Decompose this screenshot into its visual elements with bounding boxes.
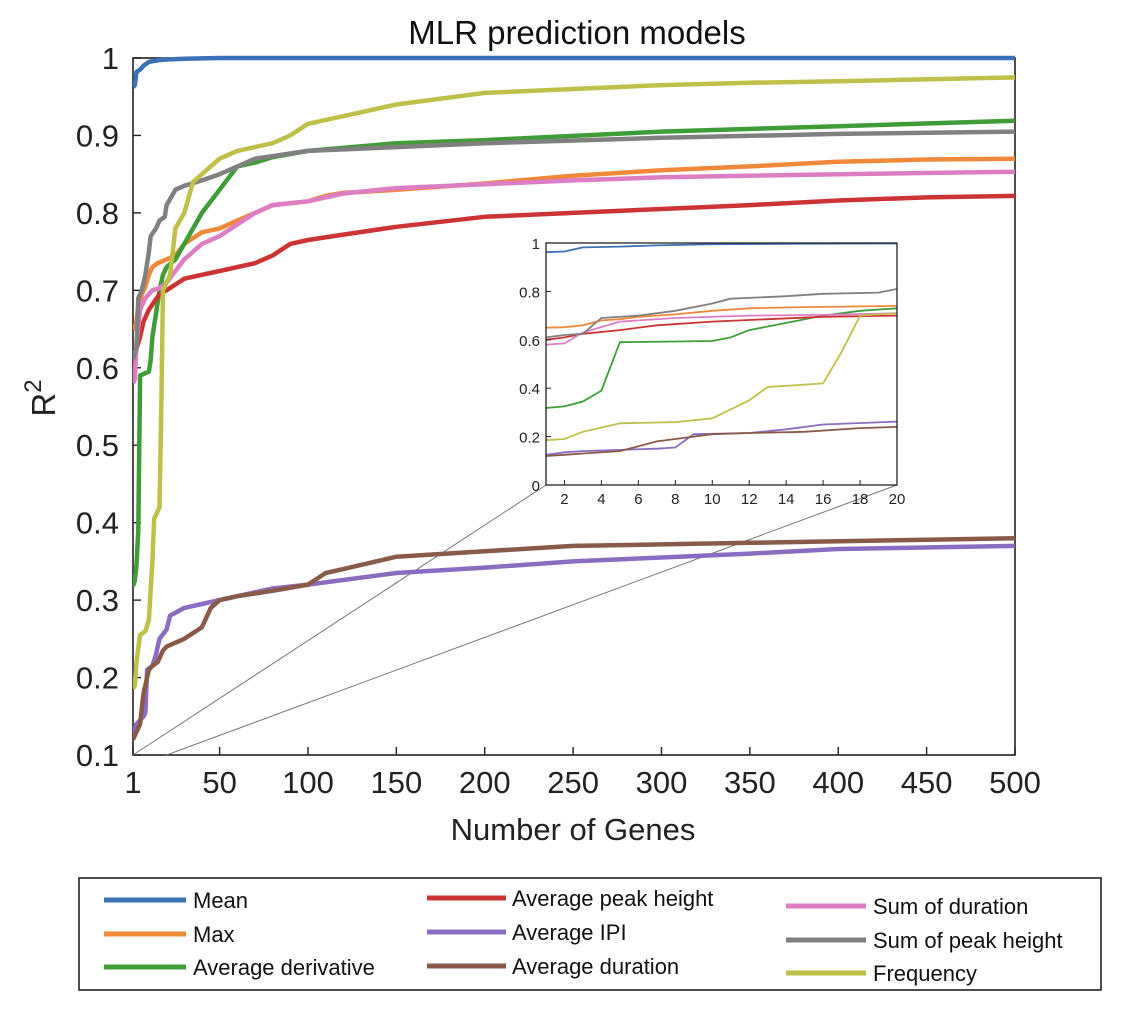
inset-x-tick-label: 2 (560, 491, 568, 508)
series-line-sum-of-duration (133, 169, 1015, 385)
inset-series-line-mean (546, 243, 897, 254)
inset-y-tick-label: 0 (532, 478, 540, 495)
legend-label: Average IPI (512, 920, 627, 945)
y-tick-label: 0.9 (76, 118, 119, 153)
x-tick-label: 250 (547, 765, 599, 800)
inset-x-tick-label: 8 (671, 491, 679, 508)
x-tick-label: 1 (124, 765, 141, 800)
chart-title: MLR prediction models (408, 14, 745, 51)
inset-x-tick-label: 16 (815, 491, 832, 508)
x-tick-label: 300 (636, 765, 688, 800)
inset-plot: 2 4 6 8 10 12 14 16 18 20 0 0.2 0.4 0.6 0.8 1 (519, 236, 905, 508)
y-axis-label-base: R (25, 393, 62, 417)
x-axis-label: Number of Genes (451, 812, 696, 847)
inset-y-tick-label: 0.4 (519, 381, 540, 398)
y-tick-label: 0.4 (76, 506, 119, 541)
series-line-average-duration (133, 535, 1015, 741)
inset-background (546, 243, 897, 485)
y-axis-label: R2 (20, 379, 62, 416)
inset-x-tick-label: 10 (704, 491, 721, 508)
zoom-connector (166, 484, 898, 756)
y-tick-label: 0.3 (76, 583, 119, 618)
x-tick-label: 100 (282, 765, 334, 800)
y-axis-label-superscript: 2 (20, 379, 47, 392)
legend-label: Average duration (512, 954, 679, 979)
x-tick-label: 50 (202, 765, 236, 800)
y-tick-label: 0.8 (76, 196, 119, 231)
series-line-frequency (133, 75, 1015, 691)
legend-label: Max (193, 922, 235, 947)
x-tick-label: 500 (989, 765, 1041, 800)
series-line-sum-of-peak-height (133, 129, 1015, 361)
legend-box (78, 877, 1102, 991)
x-tick-label: 200 (459, 765, 511, 800)
y-tick-label: 0.1 (76, 738, 119, 773)
inset-series-line-average-duration (546, 426, 897, 457)
legend-label: Sum of peak height (873, 928, 1063, 953)
inset-y-tick-label: 1 (532, 236, 540, 253)
x-tick-label: 150 (370, 765, 422, 800)
legend-label: Average peak height (512, 886, 713, 911)
legend-label: Mean (193, 888, 248, 913)
y-tick-label: 0.6 (76, 351, 119, 386)
legend-label: Frequency (873, 961, 977, 986)
series-line-mean (133, 55, 1015, 89)
inset-series-line-average-peak-height (546, 314, 897, 341)
inset-y-tick-label: 0.8 (519, 284, 540, 301)
y-tick-label: 0.2 (76, 661, 119, 696)
main-plot: 1 50 100 150 200 250 300 350 400 450 5000.10.20.30… (76, 41, 1041, 800)
inset-x-tick-label: 12 (741, 491, 758, 508)
x-tick-label: 400 (812, 765, 864, 800)
inset-x-tick-label: 14 (778, 491, 795, 508)
inset-frame (545, 242, 898, 486)
x-tick-label: 450 (901, 765, 953, 800)
y-tick-label: 0.5 (76, 428, 119, 463)
y-tick-label: 1 (102, 41, 119, 76)
inset-y-tick-label: 0.2 (519, 430, 540, 447)
y-tick-label: 0.7 (76, 273, 119, 308)
inset-series-line-sum-of-duration (546, 312, 897, 346)
series-line-average-peak-height (133, 193, 1015, 369)
inset-series-line-frequency (546, 312, 897, 442)
inset-x-tick-label: 6 (634, 491, 642, 508)
inset-series-line-max (546, 305, 897, 329)
inset-x-tick-label: 20 (889, 491, 906, 508)
legend-label: Average derivative (193, 955, 375, 980)
inset-series-line-average-ipi (546, 420, 897, 456)
zoom-connector (132, 484, 547, 756)
x-tick-label: 350 (724, 765, 776, 800)
inset-x-tick-label: 18 (852, 491, 869, 508)
inset-series-line-sum-of-peak-height (546, 288, 897, 339)
legend: Mean Max Average derivative Average peak he… (78, 877, 1102, 991)
inset-y-tick-label: 0.6 (519, 333, 540, 350)
legend-label: Sum of duration (873, 894, 1028, 919)
series-line-average-ipi (133, 543, 1015, 737)
inset-x-tick-label: 4 (597, 491, 605, 508)
